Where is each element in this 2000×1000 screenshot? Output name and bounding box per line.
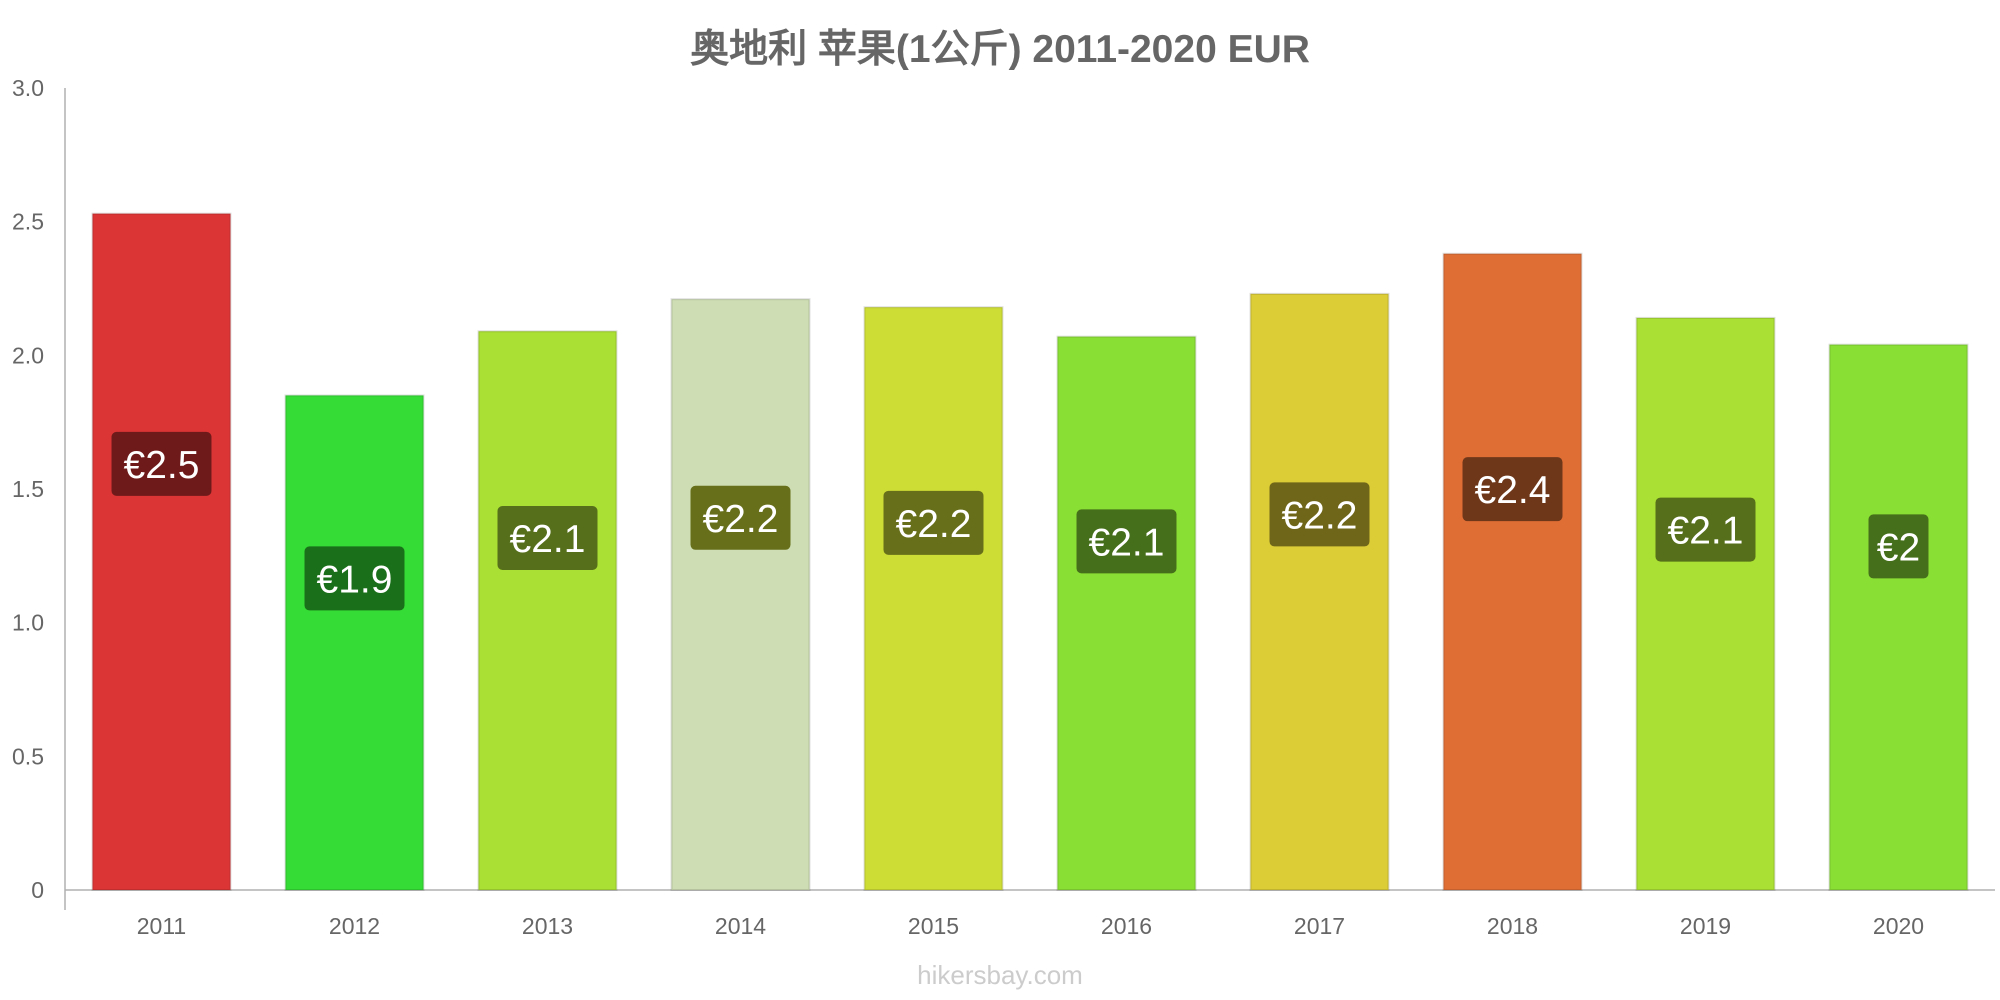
data-label: €2.4 [1475, 469, 1551, 512]
y-tick-label: 0.5 [12, 743, 44, 769]
bar [284, 394, 425, 891]
data-label-box [1655, 497, 1756, 562]
bar [1442, 252, 1583, 892]
bar [477, 330, 618, 892]
data-label-box [1076, 509, 1177, 574]
x-tick-label: 2020 [1873, 913, 1924, 939]
chart-title: 奥地利 苹果(1公斤) 2011-2020 EUR [690, 28, 1310, 71]
y-tick-label: 2.0 [12, 342, 44, 368]
data-label-box [304, 546, 405, 611]
x-tick-label: 2017 [1294, 913, 1345, 939]
x-tick-label: 2018 [1487, 913, 1538, 939]
x-tick-label: 2012 [329, 913, 380, 939]
x-tick-label: 2013 [522, 913, 573, 939]
bar [1828, 343, 1969, 891]
x-tick-label: 2014 [715, 913, 766, 939]
x-tick-label: 2015 [908, 913, 959, 939]
data-label: €1.9 [317, 558, 393, 601]
bar [670, 298, 811, 891]
data-label-box [1868, 514, 1929, 579]
data-label-box [690, 485, 791, 550]
y-tick-label: 0 [31, 877, 44, 903]
watermark: hikersbay.com [917, 960, 1083, 990]
data-label: €2.1 [510, 518, 586, 561]
y-tick-label: 2.5 [12, 209, 44, 235]
y-axis: 0 0.5 1.0 1.5 2.0 2.5 3.0 [12, 75, 66, 910]
data-label: €2.5 [124, 444, 200, 487]
data-labels: €2.5 €1.9 €2.1 €2.2 €2.2 €2.1 €2.2 €2.4 €2.1 €2 [111, 431, 1929, 611]
data-label: €2.2 [703, 498, 779, 541]
x-tick-label: 2019 [1680, 913, 1731, 939]
x-tick-label: 2011 [137, 913, 186, 939]
bar [1635, 316, 1776, 891]
data-label-box [1269, 482, 1370, 547]
bar [863, 306, 1004, 892]
data-label: €2.2 [1282, 494, 1358, 537]
data-label-box [1462, 457, 1563, 522]
y-tick-label: 1.0 [12, 610, 44, 636]
y-tick-label: 3.0 [12, 75, 44, 101]
data-label: €2.2 [896, 503, 972, 546]
bar [1249, 292, 1390, 891]
bar [1056, 335, 1197, 891]
data-label-box [883, 490, 984, 555]
data-label: €2.1 [1668, 510, 1744, 553]
data-label: €2.1 [1089, 521, 1165, 564]
y-tick-label: 1.5 [12, 476, 44, 502]
data-label: €2 [1877, 526, 1920, 569]
bars [91, 212, 1969, 892]
x-axis: 2011 2012 2013 2014 2015 2016 2017 2018 2019 2020 [65, 889, 1995, 939]
bar [91, 212, 232, 891]
data-label-box [111, 431, 212, 496]
data-label-box [497, 506, 598, 571]
x-tick-label: 2016 [1101, 913, 1152, 939]
